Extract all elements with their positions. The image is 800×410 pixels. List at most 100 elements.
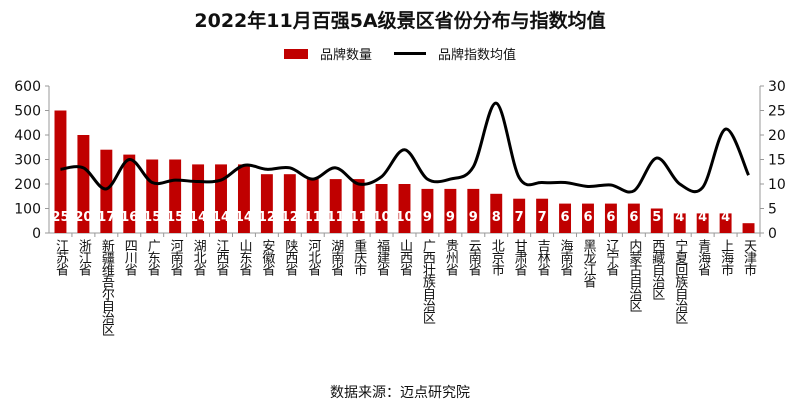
- left-tick-label: 400: [14, 128, 41, 144]
- bar: [192, 164, 205, 233]
- legend-label-line: 品牌指数均值: [438, 48, 517, 63]
- category-label: 江苏省: [53, 239, 69, 276]
- category-label: 吉林省: [535, 239, 551, 276]
- bar-data-label: 9: [469, 210, 478, 225]
- chart-title: 2022年11月百强5A级景区省份分布与指数均值: [194, 10, 606, 32]
- category-label: 福建省: [374, 239, 390, 276]
- bar-data-label: 5: [652, 210, 661, 225]
- category-label: 上海市: [718, 239, 734, 276]
- bar-data-label: 8: [492, 210, 501, 225]
- category-label: 山西省: [397, 239, 413, 276]
- bar-data-label: 12: [281, 210, 299, 225]
- bar-data-label: 9: [423, 210, 432, 225]
- bar: [306, 179, 319, 233]
- bar-data-label: 10: [395, 210, 413, 225]
- legend-label-bar: 品牌数量: [319, 48, 372, 63]
- category-label: 河北省: [305, 239, 321, 276]
- bar: [100, 149, 113, 233]
- bar: [742, 223, 755, 233]
- bar-data-label: 11: [304, 210, 322, 225]
- bar-data-label: 6: [561, 210, 570, 225]
- bar-data-label: 14: [189, 210, 207, 225]
- legend-swatch-line: [394, 52, 426, 55]
- category-label: 海南省: [558, 239, 574, 276]
- category-label: 西藏自治区: [649, 239, 665, 300]
- category-label: 黑龙江省: [580, 239, 596, 288]
- bar-data-label: 11: [350, 210, 368, 225]
- bar-data-label: 10: [373, 210, 391, 225]
- bar-data-label: 14: [212, 210, 230, 225]
- bar: [329, 179, 342, 233]
- source-note: 数据来源：迈点研究院: [330, 385, 470, 401]
- category-label: 云南省: [466, 239, 482, 276]
- bar-data-label: 4: [721, 210, 730, 225]
- right-tick-label: 15: [768, 153, 786, 169]
- category-label: 浙江省: [76, 239, 92, 276]
- bar: [54, 110, 67, 233]
- bar-data-label: 20: [74, 210, 92, 225]
- bar: [398, 184, 411, 233]
- category-label: 广东省: [145, 239, 161, 276]
- bar: [375, 184, 388, 233]
- bar: [352, 179, 365, 233]
- bar: [237, 164, 250, 233]
- bar: [215, 164, 227, 233]
- category-label: 安徽省: [259, 239, 275, 276]
- category-label: 天津市: [741, 239, 757, 276]
- bar: [536, 198, 549, 233]
- category-label: 内蒙古自治区: [626, 238, 642, 312]
- bar: [77, 135, 90, 233]
- bar-data-label: 4: [698, 210, 707, 225]
- bar-data-label: 9: [446, 210, 455, 225]
- bar-data-label: 17: [97, 210, 115, 225]
- right-tick-label: 25: [768, 104, 786, 120]
- category-label: 山东省: [236, 239, 252, 276]
- bar: [513, 198, 526, 233]
- category-label: 湖南省: [328, 239, 344, 276]
- category-label: 江西省: [214, 239, 230, 276]
- category-label: 重庆市: [351, 238, 367, 276]
- category-label: 辽宁省: [603, 239, 619, 276]
- bar: [696, 213, 709, 233]
- legend: 品牌数量 品牌指数均值: [0, 44, 800, 63]
- bar-data-label: 4: [675, 210, 684, 225]
- bar-data-label: 6: [583, 210, 592, 225]
- bar-data-label: 12: [258, 210, 276, 225]
- bar: [627, 203, 640, 233]
- category-label: 湖北省: [191, 239, 207, 276]
- category-label: 河南省: [168, 239, 184, 276]
- bar: [719, 213, 732, 233]
- category-label: 贵州省: [443, 239, 459, 276]
- category-label: 北京市: [489, 239, 505, 276]
- bar: [650, 208, 663, 233]
- bar: [421, 188, 434, 233]
- bar: [604, 203, 617, 233]
- right-tick-label: 30: [768, 79, 786, 95]
- category-label: 广西壮族自治区: [420, 239, 436, 324]
- bar-data-label: 6: [629, 210, 638, 225]
- bar: [123, 154, 136, 233]
- index-line: [60, 101, 750, 194]
- bar-data-label: 2: [744, 210, 753, 225]
- left-tick-label: 300: [14, 153, 41, 169]
- left-tick-label: 100: [14, 202, 41, 218]
- bar-data-label: 6: [606, 210, 615, 225]
- bar-data-label: 15: [166, 210, 184, 225]
- bar-data-label: 16: [120, 210, 138, 225]
- category-label: 陕西省: [282, 239, 298, 276]
- bar-data-label: 11: [327, 210, 345, 225]
- right-tick-label: 5: [768, 202, 777, 218]
- bar: [559, 203, 572, 233]
- bar: [673, 213, 686, 233]
- right-tick-label: 0: [768, 226, 777, 242]
- bar: [490, 193, 503, 233]
- bar: [260, 174, 273, 233]
- bar-data-label: 7: [515, 210, 524, 225]
- left-tick-label: 200: [14, 177, 41, 193]
- legend-swatch-bar: [283, 48, 308, 59]
- bar: [444, 188, 457, 233]
- right-tick-label: 10: [768, 177, 786, 193]
- bar-data-label: 15: [143, 210, 161, 225]
- bar-data-label: 25: [51, 210, 69, 225]
